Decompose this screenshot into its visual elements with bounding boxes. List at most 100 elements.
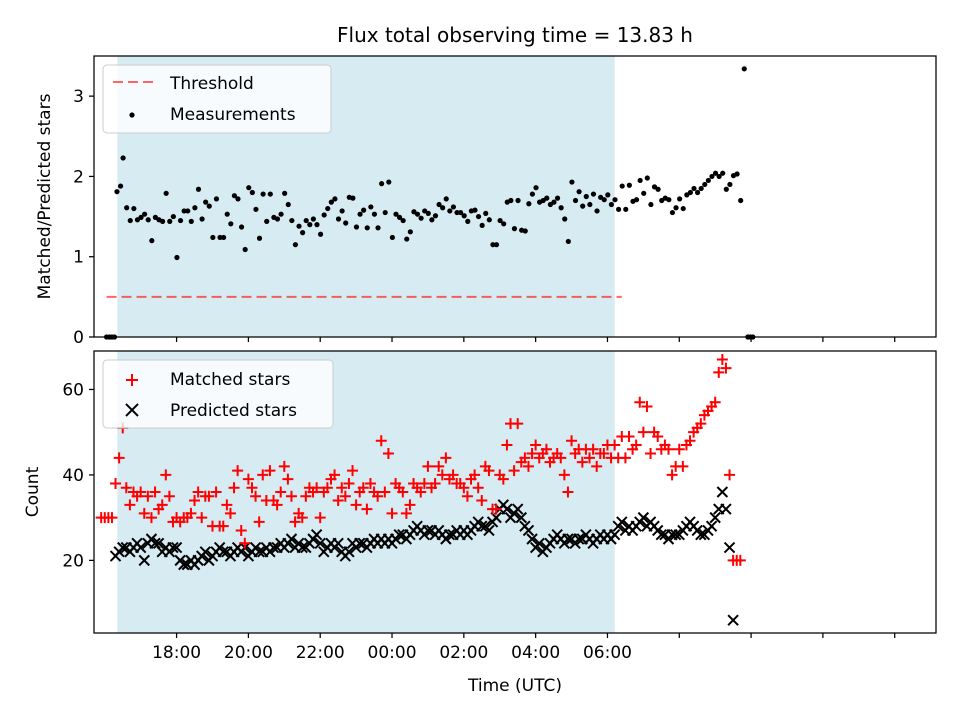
matched-star-point	[724, 469, 736, 481]
measurement-point	[483, 210, 489, 216]
matched-star-point	[609, 439, 621, 451]
predicted-star-point	[522, 524, 535, 537]
matched-star-point	[637, 426, 649, 438]
matched-star-point	[619, 452, 631, 464]
measurement-point	[447, 208, 453, 214]
measurement-point	[371, 211, 378, 217]
measurement-point	[361, 207, 367, 213]
bottom-x-axis: 18:00 20:00 22:00 00:00 02:00 04:00 06:00	[152, 633, 896, 663]
predicted-star-point	[310, 529, 323, 541]
measurement-point	[310, 216, 316, 222]
matched-star-point	[652, 430, 664, 442]
measurement-point	[231, 193, 237, 199]
measurement-point	[511, 226, 518, 232]
measurement-point	[694, 189, 701, 196]
matched-star-point	[110, 477, 122, 489]
measurement-point	[404, 236, 410, 242]
predicted-star-point	[573, 533, 585, 545]
matched-star-point	[645, 448, 657, 460]
bottom-legend: Matched stars Predicted stars	[102, 359, 334, 429]
x-tick-label: 06:00	[583, 643, 632, 663]
measurement-point	[712, 170, 719, 176]
measurement-point	[185, 208, 191, 214]
bottom-y-tick-label: 40	[62, 466, 84, 486]
measurement-point	[590, 191, 597, 197]
measurement-point	[612, 197, 618, 203]
matched-star-point	[634, 396, 646, 408]
legend-matched-label: Matched stars	[170, 370, 290, 390]
predicted-star-point	[353, 537, 366, 549]
measurement-point	[709, 173, 715, 180]
measurement-point	[623, 206, 629, 212]
measurement-point	[159, 218, 166, 224]
matched-star-point	[314, 512, 326, 524]
matched-star-point	[458, 482, 470, 494]
measurement-point	[114, 189, 120, 195]
measurement-point	[529, 191, 536, 197]
predicted-star-point	[138, 554, 150, 567]
matched-star-point	[246, 482, 258, 494]
measurement-point	[364, 225, 370, 231]
matched-star-point	[311, 482, 323, 494]
matched-star-point	[404, 499, 416, 511]
measurement-point	[458, 209, 464, 216]
matched-star-point	[497, 473, 509, 485]
measurement-point	[702, 181, 708, 188]
matched-star-point	[461, 490, 473, 502]
predicted-star-point	[705, 520, 718, 532]
matched-star-point	[235, 524, 247, 536]
measurement-point	[738, 197, 744, 204]
measurement-point	[181, 208, 187, 214]
matched-star-point	[375, 435, 387, 447]
matched-star-point	[562, 486, 574, 498]
measurement-point	[249, 189, 255, 196]
measurement-point	[120, 155, 126, 161]
matched-star-point	[418, 477, 430, 489]
matched-star-point	[379, 486, 391, 498]
measurement-point	[450, 204, 457, 210]
matched-star-point	[242, 473, 254, 485]
matched-star-point	[433, 460, 445, 472]
predicted-star-point	[253, 546, 265, 558]
matched-star-point	[684, 435, 696, 447]
measurement-point	[601, 197, 607, 203]
matched-star-point	[508, 465, 520, 477]
predicted-star-point	[314, 537, 326, 549]
matched-star-point	[662, 443, 674, 455]
matched-star-point	[372, 490, 384, 502]
predicted-star-point	[533, 537, 545, 549]
measurement-point	[720, 170, 726, 176]
measurement-point	[256, 235, 263, 241]
measurement-point	[687, 189, 694, 196]
matched-star-point	[530, 439, 542, 451]
predicted-star-point	[562, 533, 574, 545]
measurement-point	[224, 211, 230, 217]
x-tick-label: 04:00	[511, 643, 560, 663]
x-tick-label: 02:00	[439, 643, 488, 663]
predicted-star-point	[152, 537, 165, 549]
predicted-star-point	[720, 503, 732, 515]
measurement-point	[723, 186, 729, 192]
measurement-point	[328, 199, 334, 205]
matched-star-point	[203, 490, 215, 502]
measurement-point	[669, 209, 676, 216]
matched-star-point	[321, 482, 333, 494]
measurement-point	[321, 212, 327, 218]
bottom-y-tick-label: 20	[62, 551, 84, 571]
x-tick-label: 22:00	[296, 643, 345, 663]
measurement-point	[544, 195, 550, 201]
matched-star-point	[257, 469, 269, 481]
measurement-point	[163, 190, 169, 196]
matched-star-point	[709, 396, 721, 408]
predicted-star-point	[422, 524, 434, 537]
measurement-point	[124, 205, 130, 211]
measurement-point	[436, 201, 442, 208]
predicted-star-point	[695, 529, 707, 541]
top-y-axis: 0 1 2 3	[73, 87, 94, 348]
matched-star-point	[329, 469, 341, 481]
measurement-point	[562, 216, 568, 222]
measurement-point	[440, 205, 446, 211]
measurement-point	[472, 207, 478, 213]
measurement-point	[386, 179, 392, 185]
matched-star-point	[160, 469, 172, 481]
